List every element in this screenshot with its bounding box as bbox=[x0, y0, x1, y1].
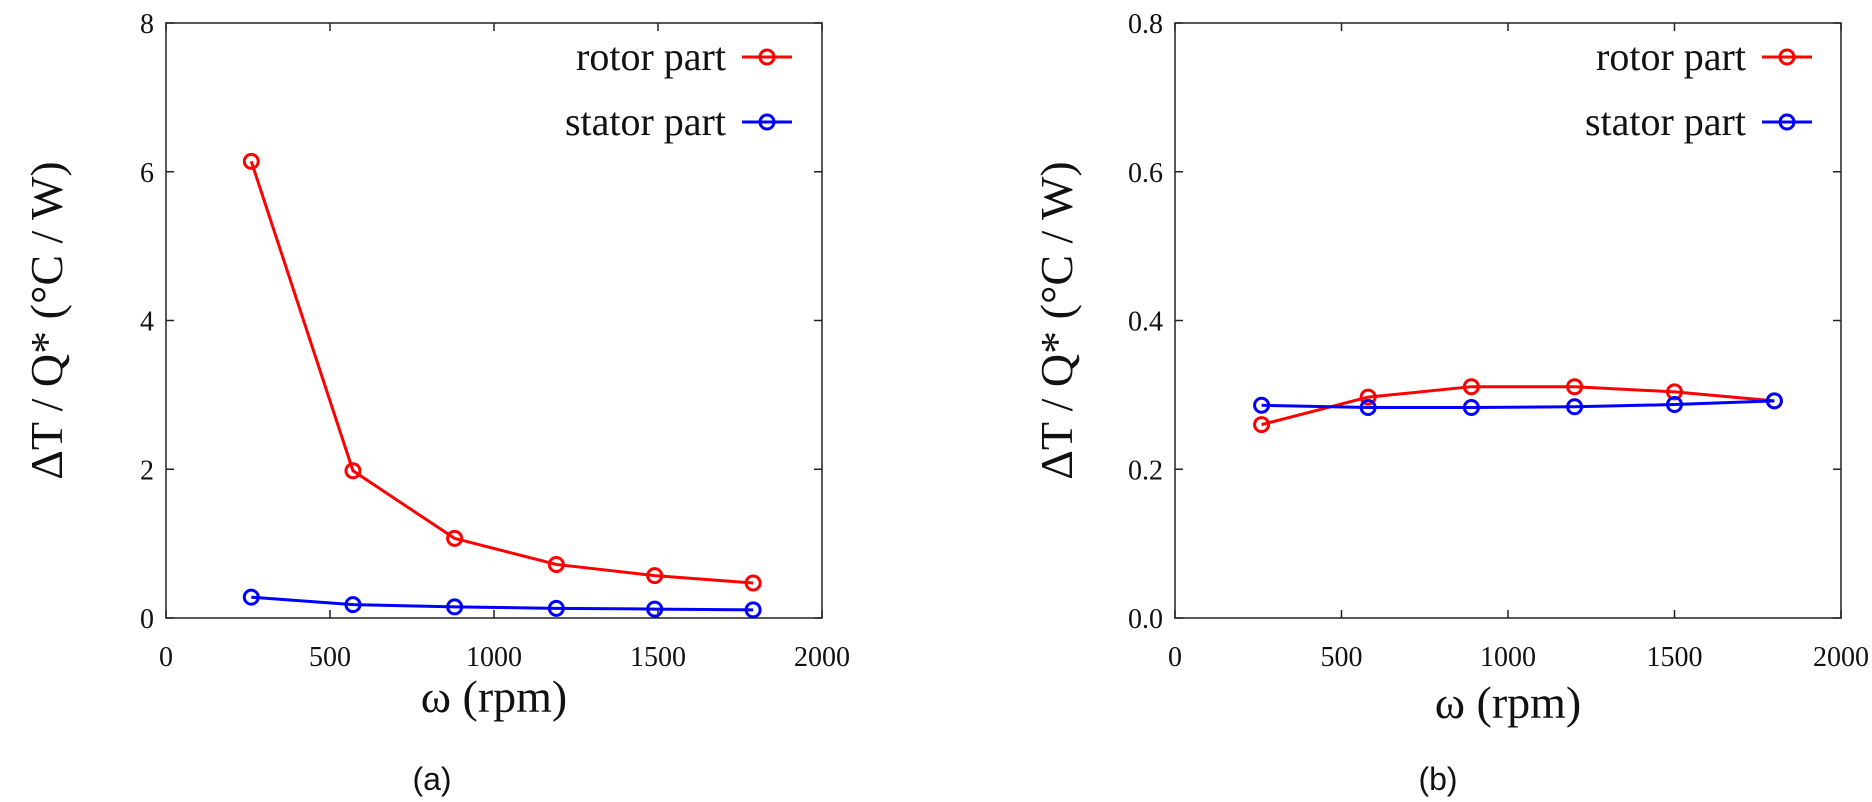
x-tick-label: 2000 bbox=[794, 642, 850, 673]
data-point bbox=[344, 462, 362, 480]
legend-marker bbox=[1778, 48, 1796, 66]
data-point bbox=[744, 574, 762, 592]
data-point bbox=[242, 152, 260, 170]
legend-label: stator part bbox=[1585, 99, 1746, 144]
legend-label: rotor part bbox=[576, 34, 726, 79]
series-line bbox=[251, 595, 754, 612]
y-tick-label: 0 bbox=[140, 604, 154, 635]
y-tick-label: 0.8 bbox=[1128, 9, 1163, 40]
chart-a: 0 500 1000 1500 2000 0 2 4 6 8 ω (rpm) ΔT / Q* (°C … bbox=[21, 9, 850, 797]
y-tick-label: 2 bbox=[140, 455, 154, 486]
x-tick-label: 500 bbox=[1321, 642, 1363, 673]
data-point bbox=[1253, 416, 1271, 434]
legend-marker bbox=[758, 48, 776, 66]
data-point bbox=[1462, 378, 1480, 396]
y-axis-label: ΔT / Q* (°C / W) bbox=[1031, 161, 1082, 479]
series-line bbox=[249, 160, 754, 585]
x-axis-label: ω (rpm) bbox=[1435, 677, 1582, 728]
y-tick-label: 6 bbox=[140, 158, 154, 189]
x-axis-label: ω (rpm) bbox=[421, 671, 568, 722]
data-point bbox=[646, 567, 664, 585]
y-tick-label: 0.2 bbox=[1128, 455, 1163, 486]
y-tick-label: 0.0 bbox=[1128, 604, 1163, 635]
x-tick-label: 500 bbox=[309, 642, 351, 673]
x-tick-label: 1000 bbox=[1480, 642, 1536, 673]
data-point bbox=[1666, 396, 1683, 414]
data-point bbox=[344, 596, 362, 614]
series-line bbox=[1261, 385, 1775, 427]
data-point bbox=[744, 601, 762, 619]
x-tick-label: 0 bbox=[159, 642, 173, 673]
legend-marker bbox=[1778, 113, 1796, 131]
data-point bbox=[1765, 392, 1783, 410]
data-point bbox=[1566, 398, 1584, 416]
x-tick-label: 1500 bbox=[630, 642, 686, 673]
series-line bbox=[1261, 399, 1775, 410]
y-tick-label: 0.6 bbox=[1128, 158, 1163, 189]
legend-label: stator part bbox=[565, 99, 726, 144]
data-point bbox=[242, 588, 260, 606]
data-point bbox=[1359, 388, 1377, 406]
data-point bbox=[446, 598, 464, 616]
data-point bbox=[547, 555, 565, 573]
panel-label: (b) bbox=[1418, 761, 1457, 797]
data-point bbox=[1253, 396, 1271, 414]
x-tick-label: 2000 bbox=[1813, 642, 1869, 673]
legend-marker bbox=[758, 113, 776, 131]
data-point bbox=[1359, 399, 1377, 417]
x-tick-label: 1500 bbox=[1647, 642, 1703, 673]
y-tick-label: 8 bbox=[140, 9, 154, 40]
legend-label: rotor part bbox=[1596, 34, 1746, 79]
x-tick-label: 0 bbox=[1168, 642, 1182, 673]
y-tick-label: 4 bbox=[140, 307, 154, 338]
data-point bbox=[446, 529, 464, 547]
data-point bbox=[646, 600, 664, 618]
data-point bbox=[1566, 378, 1584, 396]
data-point bbox=[1462, 399, 1480, 417]
data-point bbox=[547, 599, 565, 617]
panel-label: (a) bbox=[412, 761, 451, 797]
y-tick-label: 0.4 bbox=[1128, 307, 1163, 338]
chart-b: 0 500 1000 1500 2000 0.0 0.2 0.4 0.6 0.8 ω (rpm) ΔT… bbox=[1031, 9, 1869, 797]
x-tick-label: 1000 bbox=[466, 642, 522, 673]
y-axis-label: ΔT / Q* (°C / W) bbox=[21, 161, 72, 479]
